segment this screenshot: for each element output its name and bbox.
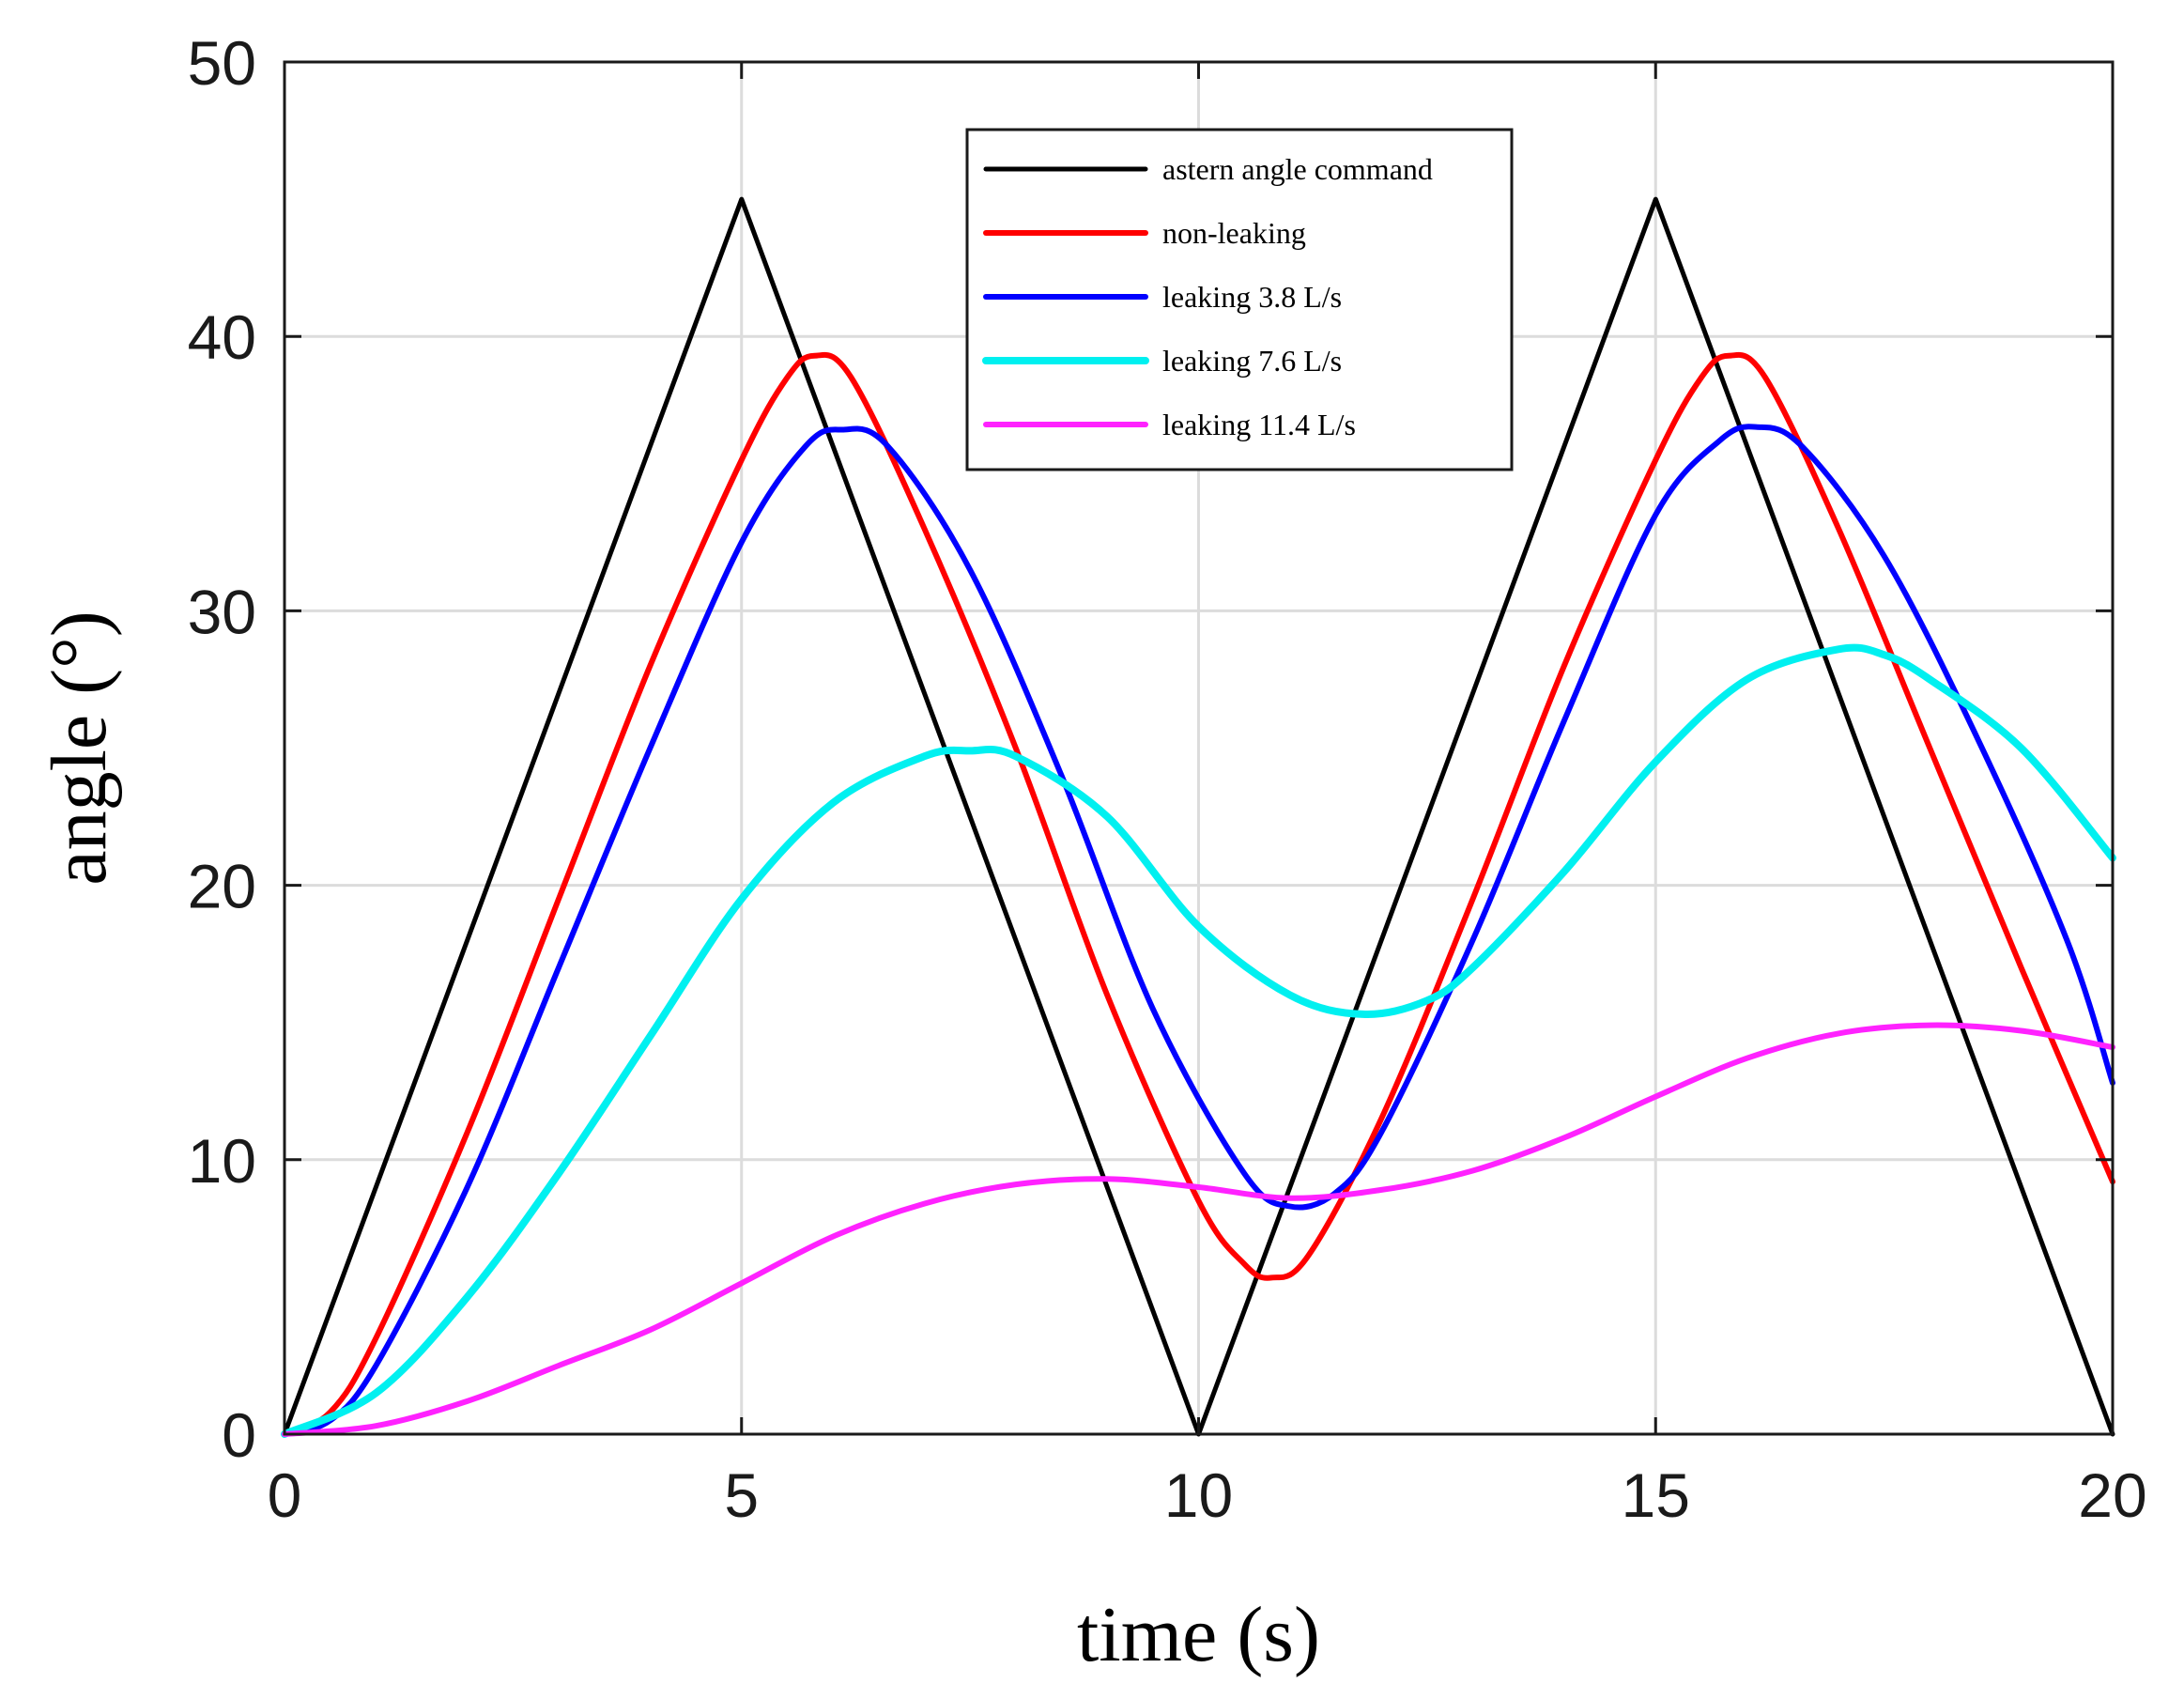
x-axis-title: time (s) — [1077, 1591, 1320, 1678]
x-tick-label: 10 — [1164, 1460, 1233, 1530]
y-tick-label: 50 — [188, 28, 256, 98]
legend: astern angle command non-leaking leaking 3… — [965, 128, 1514, 471]
series-non-leaking — [282, 351, 2115, 1437]
tick-marks — [283, 60, 2115, 1436]
tick-labels: 0 5 10 15 20 0 10 20 30 40 50 — [188, 28, 2147, 1530]
legend-label: leaking 11.4 L/s — [1162, 408, 1356, 441]
y-tick-label: 30 — [188, 577, 256, 646]
series-leaking-7-6 — [281, 643, 2116, 1438]
x-tick-label: 5 — [724, 1460, 759, 1530]
legend-label: non-leaking — [1162, 216, 1306, 250]
series-leaking-3-8 — [282, 424, 2115, 1437]
series-group — [281, 196, 2116, 1438]
x-tick-label: 0 — [268, 1460, 302, 1530]
y-tick-label: 10 — [188, 1126, 256, 1196]
y-tick-label: 20 — [188, 852, 256, 921]
legend-label: astern angle command — [1162, 152, 1433, 186]
x-tick-label: 20 — [2078, 1460, 2146, 1530]
y-axis-title: angle (°) — [36, 610, 123, 885]
y-tick-label: 40 — [188, 302, 256, 372]
x-tick-label: 15 — [1622, 1460, 1690, 1530]
y-tick-label: 0 — [222, 1400, 256, 1470]
series-leaking-11-4 — [282, 1022, 2115, 1437]
legend-label: leaking 3.8 L/s — [1162, 280, 1342, 314]
legend-label: leaking 7.6 L/s — [1162, 344, 1342, 378]
